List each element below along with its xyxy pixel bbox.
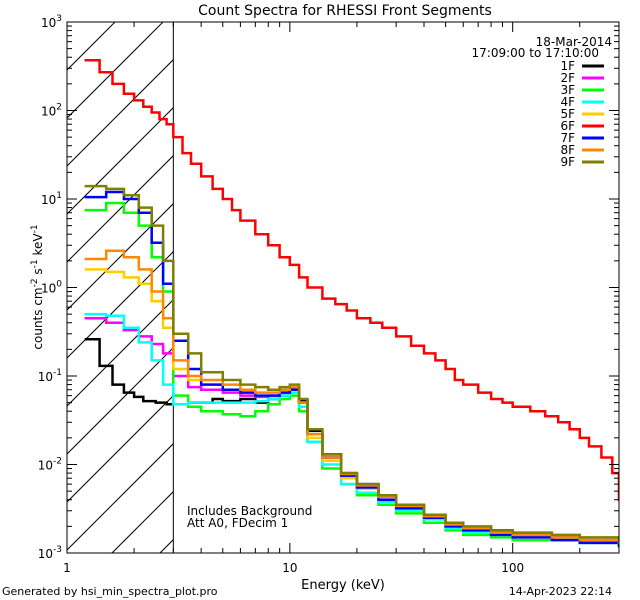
date-label: 18-Mar-2014: [536, 35, 612, 49]
x-axis-label: Energy (keV): [301, 578, 385, 593]
y-axis-label-exp: -1: [30, 259, 40, 268]
legend-label-2F: 2F: [560, 71, 575, 85]
y-tick-labels: 10-3 10-2 10-1 100 101 102 103: [38, 14, 63, 561]
legend-label-3F: 3F: [560, 83, 575, 97]
y-axis-label-exp: -1: [30, 224, 40, 233]
svg-text:counts cm-2 s-1 keV-1: counts cm-2 s-1 keV-1: [30, 224, 45, 349]
hatch-line: [67, 442, 174, 551]
axis-ticks: [66, 21, 620, 554]
y-axis-label-part: counts cm: [31, 287, 45, 349]
x-tick-label: 100: [501, 561, 524, 575]
x-tick-labels: 1 10 100: [63, 561, 524, 575]
series-group: [84, 58, 619, 548]
y-tick-label: 10-3: [38, 545, 62, 561]
x-tick-label: 10: [282, 561, 297, 575]
y-axis-label: counts cm-2 s-1 keV-1: [30, 224, 45, 349]
y-tick-label: 101: [41, 191, 62, 207]
legend-label-6F: 6F: [560, 119, 575, 133]
y-axis-label-exp: -2: [30, 278, 40, 287]
legend-label-5F: 5F: [560, 107, 575, 121]
plot-area: [66, 21, 620, 554]
annotation-background: Includes Background: [187, 504, 312, 518]
legend-label-7F: 7F: [560, 131, 575, 145]
legend-label-1F: 1F: [560, 59, 575, 73]
hatch-line: [67, 106, 174, 215]
hatch-line: [67, 202, 174, 311]
y-tick-label: 103: [41, 14, 62, 30]
hatch-line: [67, 250, 174, 359]
y-tick-label: 10-1: [38, 368, 62, 384]
y-axis-label-part: s: [31, 268, 45, 278]
hatch-line: [67, 394, 174, 503]
y-tick-label: 102: [41, 103, 62, 119]
legend-label-4F: 4F: [560, 95, 575, 109]
annotation-attenuator: Att A0, FDecim 1: [187, 516, 288, 530]
series-line-9F: [84, 184, 619, 542]
footer-generated-by: Generated by hsi_min_spectra_plot.pro: [2, 585, 218, 598]
y-tick-label: 100: [41, 280, 62, 296]
legend-label-9F: 9F: [560, 155, 575, 169]
legend-label-8F: 8F: [560, 143, 575, 157]
time-range-label: 17:09:00 to 17:10:00: [472, 46, 599, 60]
chart-title: Count Spectra for RHESSI Front Segments: [198, 3, 492, 19]
x-tick-label: 1: [63, 561, 71, 575]
series-line-6F: [84, 58, 619, 501]
footer-timestamp: 14-Apr-2023 22:14: [509, 585, 612, 598]
series-line-8F: [84, 249, 619, 545]
y-tick-label: 10-2: [38, 457, 62, 473]
y-axis-label-part: keV: [31, 233, 45, 260]
hatch-line: [67, 58, 174, 167]
